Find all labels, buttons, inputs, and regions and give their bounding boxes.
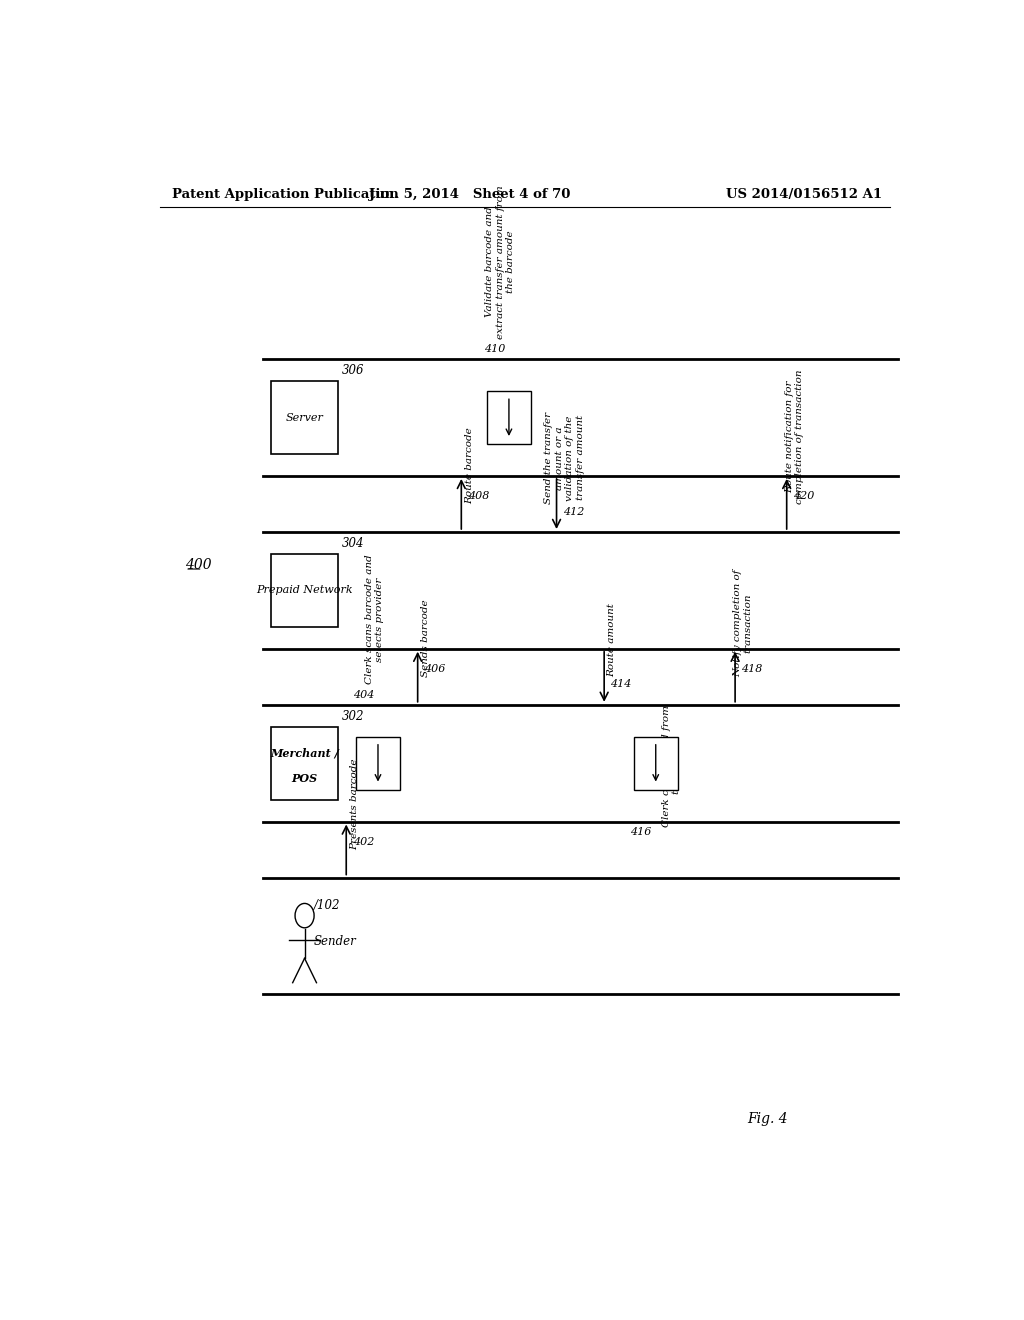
Text: Sender: Sender [314, 935, 356, 948]
Text: 306: 306 [341, 364, 364, 378]
Text: Route notification for
completion of transaction: Route notification for completion of tra… [785, 370, 804, 504]
Text: 418: 418 [741, 664, 763, 675]
Bar [270, 381, 338, 454]
Text: 304: 304 [341, 537, 364, 550]
Text: POS: POS [292, 774, 317, 784]
Text: 420: 420 [793, 491, 814, 502]
Text: Validate barcode and
extract transfer amount from
the barcode: Validate barcode and extract transfer am… [485, 185, 515, 339]
Text: Presents barcode: Presents barcode [349, 758, 358, 850]
Text: 416: 416 [631, 826, 652, 837]
Bar [634, 737, 678, 789]
Text: Clerk collect fund from
the sender: Clerk collect fund from the sender [663, 705, 682, 826]
Text: Sends barcode: Sends barcode [421, 599, 430, 677]
Text: 408: 408 [468, 491, 489, 502]
Text: Send the transfer
amount or a
validation of the
transfer amount: Send the transfer amount or a validation… [545, 412, 585, 504]
Text: /102: /102 [314, 899, 341, 912]
Text: Patent Application Publication: Patent Application Publication [172, 189, 398, 202]
Bar [487, 391, 530, 444]
Bar [356, 737, 399, 789]
Text: Jun. 5, 2014   Sheet 4 of 70: Jun. 5, 2014 Sheet 4 of 70 [369, 189, 570, 202]
Text: 410: 410 [483, 345, 505, 354]
Text: 302: 302 [341, 710, 364, 723]
Text: Clerk scans barcode and
selects provider: Clerk scans barcode and selects provider [365, 554, 384, 684]
Text: Notify completion of
transaction: Notify completion of transaction [733, 569, 753, 677]
Text: Server: Server [286, 413, 324, 422]
Text: Route barcode: Route barcode [465, 428, 474, 504]
Text: 412: 412 [563, 507, 585, 516]
Text: 414: 414 [610, 680, 632, 689]
Text: 402: 402 [352, 837, 374, 847]
Text: 400: 400 [185, 558, 212, 572]
Text: Fig. 4: Fig. 4 [748, 1111, 787, 1126]
Bar [270, 554, 338, 627]
Text: 406: 406 [424, 664, 445, 675]
Text: Prepaid Network: Prepaid Network [256, 585, 353, 595]
Text: 404: 404 [352, 689, 374, 700]
Text: Route amount: Route amount [607, 603, 616, 677]
Text: Merchant /: Merchant / [270, 747, 339, 759]
Bar [270, 726, 338, 800]
Text: US 2014/0156512 A1: US 2014/0156512 A1 [726, 189, 882, 202]
